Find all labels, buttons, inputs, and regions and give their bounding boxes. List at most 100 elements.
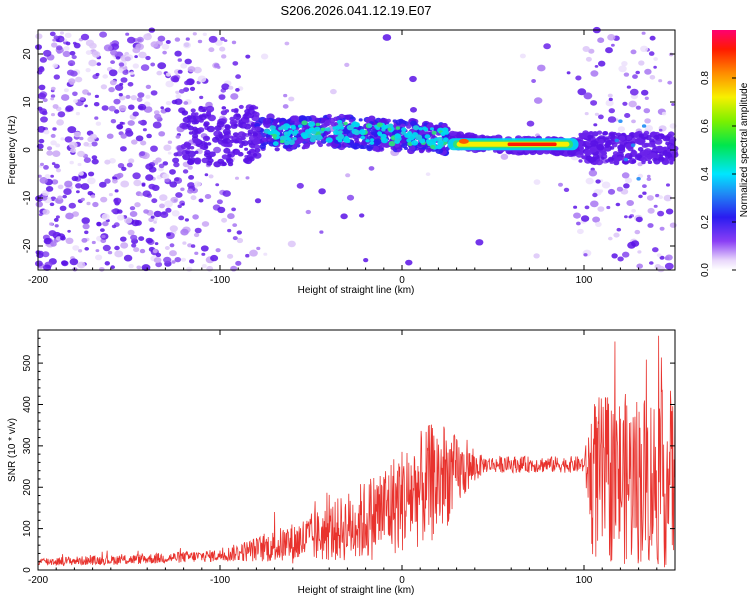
spectrogram-cell — [108, 87, 115, 93]
spectrogram-cell — [192, 214, 199, 220]
spectrogram-cell — [46, 146, 53, 151]
spectrogram-cell — [174, 177, 180, 182]
spectrogram-cell — [628, 215, 632, 219]
spectrogram-cell — [49, 31, 56, 37]
spectrogram-cell — [51, 42, 58, 48]
spectrogram-cell — [55, 236, 62, 241]
spectrogram-cell — [120, 242, 129, 249]
spectrogram-cell — [617, 126, 626, 132]
spectrogram-cell — [426, 139, 431, 143]
spectrogram-cell — [94, 94, 99, 98]
spectrogram-cell — [42, 251, 50, 258]
spectrogram-cell — [150, 62, 156, 67]
spectrogram-cell — [241, 140, 249, 147]
spectrogram-cell — [325, 119, 330, 124]
spectrogram-cell — [665, 254, 673, 261]
spectrogram-cell — [646, 195, 654, 201]
spectrogram-cell — [128, 104, 135, 110]
spectrogram-cell — [644, 96, 649, 101]
spectrogram-cell — [247, 132, 253, 136]
spectrogram-cell — [627, 241, 636, 249]
spectrogram-cell — [43, 165, 49, 170]
spectrogram-cell — [38, 213, 43, 217]
spectrogram-cell — [72, 91, 78, 97]
spectrogram-cell — [346, 194, 355, 201]
spectrogram-cell — [190, 195, 197, 201]
spectrogram-cell — [165, 101, 172, 106]
spectrogram-cell — [175, 90, 180, 95]
spectrogram-cell — [221, 154, 229, 160]
spectrogram-cell — [82, 89, 89, 95]
spectrogram-cell — [198, 198, 204, 203]
spectrogram-cell — [40, 162, 44, 166]
spectrogram-cell — [126, 162, 133, 168]
spectrogram-cell — [62, 50, 71, 58]
spectrogram-cell — [232, 132, 239, 137]
spectrogram-cell — [636, 263, 643, 269]
spectrogram-cell — [425, 172, 431, 176]
spectrogram-cell — [593, 123, 598, 127]
x-tick-label: -100 — [210, 575, 230, 586]
spectrogram-cell — [92, 201, 99, 208]
spectrogram-cell — [181, 110, 189, 116]
spectrogram-cell — [405, 259, 413, 266]
spectrogram-cell — [382, 34, 392, 41]
spectrogram-cell — [590, 200, 599, 208]
spectrogram-cell — [143, 209, 150, 214]
spectrogram-cell — [383, 124, 389, 129]
spectrogram-cell — [293, 129, 299, 135]
spectrogram-cell — [592, 192, 598, 198]
spectrogram-cell — [132, 63, 139, 69]
spectrogram-cell — [658, 128, 663, 132]
spectrogram-cell — [138, 120, 143, 125]
spectrogram-cell — [52, 38, 57, 42]
spectrogram-cell — [67, 126, 77, 134]
spectrogram-cell — [137, 92, 145, 98]
spectrogram-cell — [183, 101, 189, 105]
spectrogram-cell — [79, 136, 84, 141]
spectrogram-cell — [409, 75, 417, 83]
spectrogram-cell — [605, 99, 614, 107]
spectrogram-cell — [582, 46, 590, 52]
spectrogram-cell — [145, 163, 154, 170]
spectrogram-cell — [39, 57, 48, 63]
spectrogram-cell — [590, 70, 599, 77]
spectrogram-cell — [221, 83, 230, 90]
spectrogram-cell — [598, 60, 606, 67]
spectrogram-cell — [110, 265, 115, 270]
spectrogram-cell — [624, 215, 628, 219]
spectrogram-cell — [266, 136, 273, 143]
spectrogram-cell — [84, 230, 89, 235]
spectrogram-cell — [543, 43, 551, 50]
spectrogram-cell — [526, 120, 535, 127]
spectrogram-cell — [282, 104, 289, 109]
spectrogram-cell — [49, 222, 54, 226]
spectrogram-cell — [358, 118, 363, 122]
spectrogram-cell — [607, 93, 613, 98]
spectrogram-cell — [160, 106, 164, 110]
colorbar-ticks: 0.0 0.2 0.4 0.6 0.8 — [700, 71, 736, 277]
spectrogram-cell — [152, 248, 158, 254]
spectrogram-cell — [662, 135, 671, 142]
spectrogram-cell — [585, 56, 592, 62]
spectrogram-cell — [70, 148, 77, 153]
spectrogram-cell — [145, 55, 151, 61]
spectrogram-cell — [208, 47, 215, 53]
spectrogram-cell — [598, 189, 604, 193]
spectrogram-cell — [254, 126, 262, 132]
spectrogram-cell — [583, 253, 588, 257]
spectrogram-cell — [440, 131, 446, 136]
spectrogram-cell — [135, 135, 144, 142]
spectrogram-cell — [320, 127, 325, 131]
spectrogram-cell — [181, 203, 185, 206]
spectrogram-cell — [577, 88, 587, 96]
spectrogram-cell — [85, 50, 92, 55]
spectrogram-cell — [72, 245, 80, 251]
spectrogram-cell — [46, 150, 53, 156]
spectrogram-cell — [189, 86, 196, 91]
spectrogram-cell — [114, 189, 119, 193]
spectrogram-cell — [250, 123, 256, 128]
spectrogram-cell — [286, 137, 292, 142]
spectrogram-cell — [222, 190, 231, 197]
spectrogram-cell — [630, 49, 637, 55]
